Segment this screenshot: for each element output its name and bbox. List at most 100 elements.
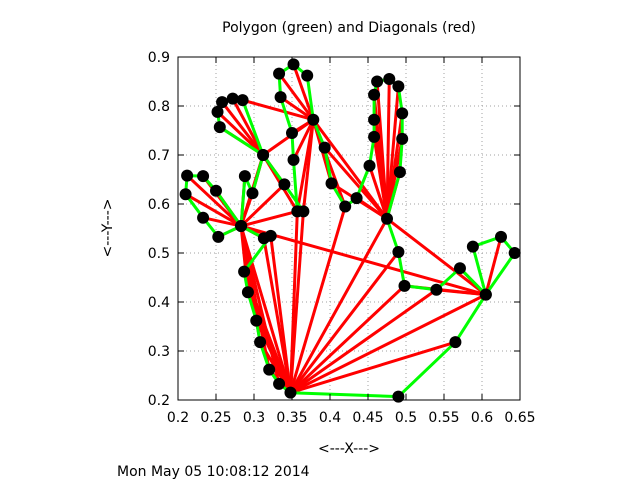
x-tick-label: 0.65 — [504, 410, 535, 426]
x-tick-label: 0.6 — [471, 410, 493, 426]
vertex-point — [449, 336, 462, 349]
vertex-point — [396, 107, 409, 120]
vertex-point — [263, 363, 276, 376]
y-tick-label: 0.9 — [148, 50, 170, 66]
vertex-point — [479, 288, 492, 301]
diagonal-line — [239, 224, 292, 395]
vertex-point — [396, 132, 409, 145]
y-tick-label: 0.8 — [148, 99, 170, 115]
diagonal-line — [239, 182, 286, 228]
vertex-point — [392, 246, 405, 259]
diagonal-line — [385, 217, 488, 297]
vertex-point — [453, 262, 466, 275]
vertex-point — [318, 141, 331, 154]
chart-title: Polygon (green) and Diagonals (red) — [222, 20, 476, 36]
y-tick-label: 0.2 — [148, 393, 170, 409]
x-tick-label: 0.25 — [200, 410, 231, 426]
vertex-point — [301, 69, 314, 82]
vertex-point — [350, 192, 363, 205]
y-tick-label: 0.7 — [148, 148, 170, 164]
vertex-point — [278, 178, 291, 191]
diagonal-line — [216, 110, 265, 157]
vertex-point — [257, 149, 270, 161]
x-axis-ticks: 0.2 0.25 0.3 0.35 0.4 0.45 0.5 0.55 0.6 0.65 — [167, 57, 536, 426]
timestamp: Mon May 05 10:08:12 2014 — [117, 464, 310, 480]
y-tick-label: 0.5 — [148, 246, 170, 262]
vertex-point — [238, 170, 251, 183]
diagonal-line — [185, 174, 243, 228]
vertex-point — [297, 205, 310, 218]
diagonal-line — [385, 84, 400, 221]
vertex-point — [213, 121, 226, 134]
x-tick-label: 0.3 — [243, 410, 265, 426]
vertex-point — [466, 240, 479, 253]
diagonal-line — [241, 98, 315, 122]
vertex-point — [392, 390, 405, 403]
vertex-point — [235, 220, 248, 233]
x-tick-label: 0.35 — [276, 410, 307, 426]
diagonal-line — [279, 95, 315, 122]
diagonal-line — [301, 118, 315, 213]
vertices — [179, 58, 521, 403]
x-tick-label: 0.2 — [167, 410, 189, 426]
vertex-point — [430, 283, 443, 296]
vertex-point — [286, 126, 298, 139]
vertex-point — [241, 286, 254, 299]
vertex-point — [392, 80, 405, 93]
vertex-point — [287, 58, 300, 71]
diagonal-line — [220, 100, 265, 157]
polygon-outline — [184, 62, 517, 399]
vertex-point — [250, 314, 263, 327]
diagonal-line — [288, 250, 400, 395]
diagonal-line — [288, 284, 406, 395]
vertex-point — [307, 113, 320, 126]
diagonal-line — [269, 234, 292, 395]
diagonal-line — [484, 235, 503, 297]
diagonal-line — [277, 72, 315, 122]
x-tick-label: 0.5 — [395, 410, 417, 426]
vertex-point — [226, 92, 239, 105]
vertex-point — [363, 159, 376, 172]
vertex-point — [495, 230, 507, 243]
grid — [178, 57, 520, 400]
vertex-point — [273, 377, 286, 390]
diagonal-line — [288, 340, 457, 395]
vertex-point — [368, 113, 381, 126]
vertex-point — [238, 265, 251, 278]
vertex-point — [381, 212, 393, 225]
vertex-point — [383, 73, 396, 86]
diagonal-line — [184, 192, 243, 228]
x-axis-label: <---X---> — [318, 441, 380, 457]
vertex-point — [325, 177, 338, 190]
diagonal-line — [323, 146, 389, 221]
diagonal-line — [288, 288, 438, 395]
diagonal-line — [368, 164, 389, 221]
diagonal-line — [201, 216, 243, 228]
x-tick-label: 0.55 — [428, 410, 459, 426]
y-axis-ticks: 0.2 0.3 0.4 0.5 0.6 0.7 0.8 0.9 — [148, 50, 520, 409]
vertex-point — [264, 229, 277, 242]
vertex-point — [368, 88, 381, 101]
vertex-point — [393, 166, 406, 179]
vertex-point — [339, 200, 352, 213]
x-tick-label: 0.45 — [352, 410, 383, 426]
vertex-point — [181, 169, 194, 182]
diagonal-line — [292, 118, 315, 162]
vertex-point — [236, 94, 249, 107]
y-axis-label: <---Y---> — [100, 198, 116, 257]
y-tick-label: 0.6 — [148, 197, 170, 213]
diagonal-line — [385, 77, 391, 221]
diagonal-line — [372, 135, 389, 221]
vertex-point — [210, 184, 222, 197]
diagonal-line — [311, 118, 389, 221]
diagonal-line — [288, 293, 488, 395]
vertex-point — [287, 153, 300, 166]
diagonal-line — [292, 62, 315, 122]
vertex-point — [284, 386, 297, 399]
vertex-point — [273, 67, 286, 80]
vertex-point — [212, 230, 225, 243]
x-tick-label: 0.4 — [319, 410, 341, 426]
plot-frame — [177, 56, 521, 401]
vertex-point — [398, 279, 411, 292]
